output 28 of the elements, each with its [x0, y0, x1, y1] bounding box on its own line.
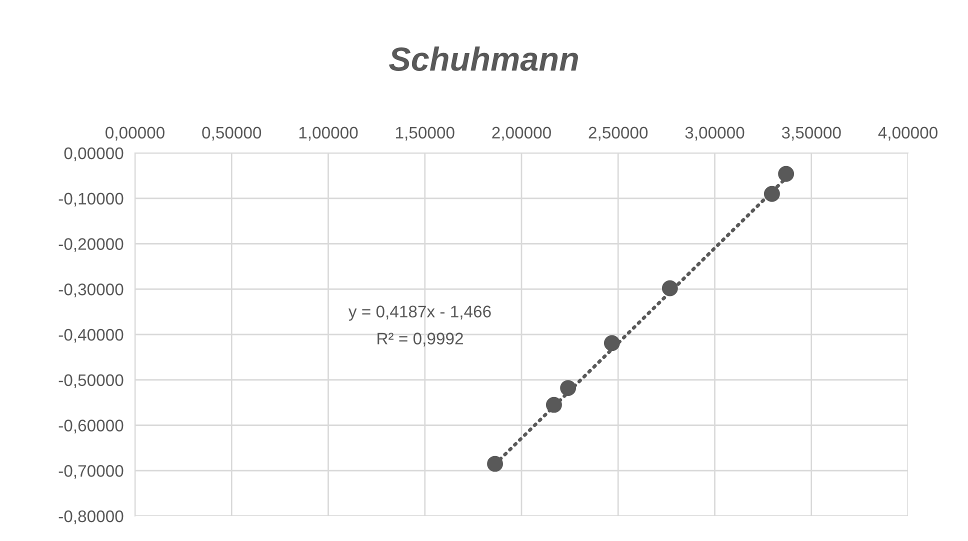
x-tick-label: 0,00000	[106, 126, 164, 141]
y-tick-label: -0,40000	[58, 328, 124, 343]
y-tick-label: -0,50000	[58, 374, 124, 388]
point	[778, 166, 794, 182]
point	[487, 456, 504, 472]
point	[662, 280, 678, 296]
x-tick-label: 4,00000	[878, 126, 938, 141]
point	[560, 380, 576, 396]
chart-title: Schuhmann	[389, 46, 578, 71]
y-tick-label: -0,70000	[58, 465, 124, 479]
point	[764, 186, 780, 202]
y-tick-label: -0,10000	[58, 192, 124, 207]
x-tick-label: 1,00000	[299, 126, 358, 141]
y-tick-label: -0,60000	[58, 420, 124, 434]
y-tick-label: -0,20000	[58, 238, 124, 252]
x-tick-label: 2,50000	[588, 126, 648, 141]
x-tick-label: 2,00000	[492, 126, 551, 141]
x-tick-label: 0,50000	[202, 126, 262, 141]
point	[604, 335, 620, 352]
x-tick-label: 3,50000	[782, 126, 841, 141]
x-tick-label: 1,50000	[396, 126, 454, 141]
y-tick-label: 0,00000	[64, 147, 124, 162]
annotation: y = 0,4187x - 1,466	[348, 306, 491, 321]
point	[546, 396, 562, 413]
y-tick-label: -0,30000	[58, 284, 124, 298]
annotation: R² = 0,9992	[378, 332, 463, 346]
y-tick-label: -0,80000	[58, 510, 124, 524]
x-tick-label: 3,00000	[685, 126, 744, 141]
